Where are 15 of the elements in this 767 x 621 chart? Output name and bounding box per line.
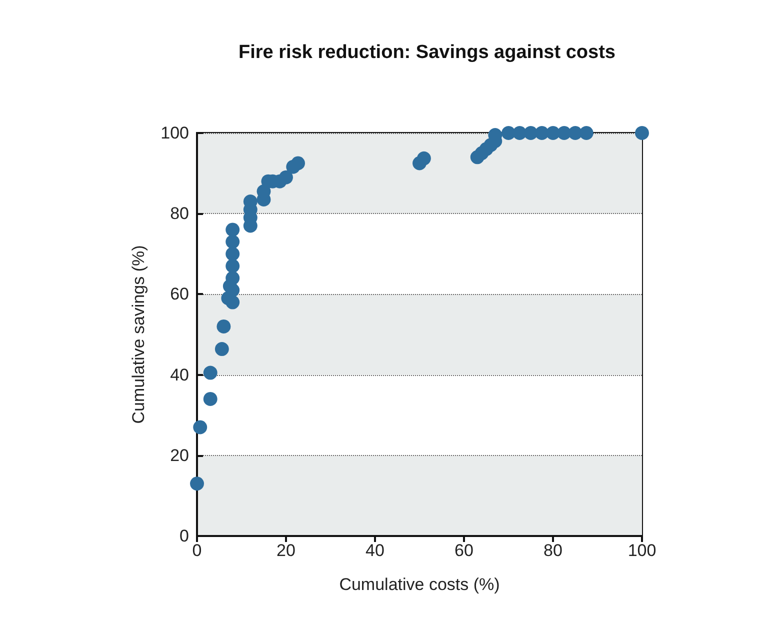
x-tick-label: 40	[366, 541, 384, 560]
y-tick-label: 100	[160, 124, 189, 142]
y-tick-label: 0	[180, 526, 189, 546]
x-tick-label: 60	[454, 541, 474, 560]
x-tick-label: 0	[192, 541, 202, 560]
y-axis-title: Cumulative savings (%)	[129, 245, 148, 424]
y-tick-label: 20	[170, 446, 189, 465]
x-tick-label: 20	[276, 541, 296, 560]
x-axis-title: Cumulative costs (%)	[339, 575, 500, 594]
x-tick-label: 80	[544, 541, 562, 560]
x-tick-label: 100	[628, 541, 656, 560]
y-tick-label: 80	[170, 204, 189, 224]
y-tick-label: 40	[170, 365, 189, 384]
y-tick-label: 60	[170, 284, 189, 304]
chart-title: Fire risk reduction: Savings against costs	[238, 42, 616, 63]
